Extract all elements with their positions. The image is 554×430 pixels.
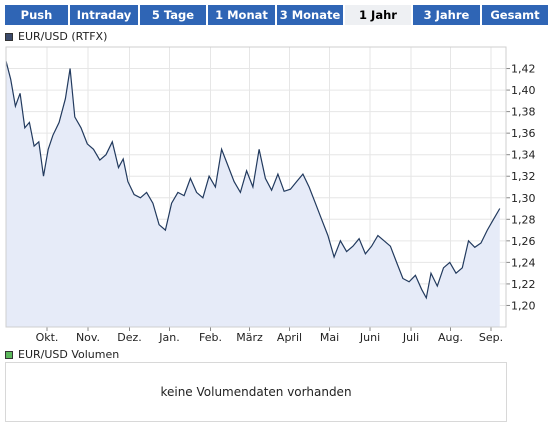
y-tick-label: 1,24 [511,256,536,269]
y-tick-label: 1,22 [511,278,536,291]
x-tick-label: Aug. [438,331,463,344]
y-tick-label: 1,30 [511,192,536,205]
tab-gesamt[interactable]: Gesamt [482,5,549,25]
price-legend-swatch-icon [5,32,13,41]
series-line [5,60,501,300]
volume-empty-message: keine Volumendaten vorhanden [160,385,352,399]
x-tick-label: Sep. [479,331,503,344]
volume-legend: EUR/USD Volumen [5,348,119,361]
x-tick-label: Nov. [76,331,100,344]
x-tick-label: April [277,331,302,344]
x-tick-label: März [236,331,263,344]
y-tick-label: 1,20 [511,299,536,312]
y-tick-label: 1,28 [511,213,536,226]
price-legend: EUR/USD (RTFX) [5,30,107,43]
tab-3-jahre[interactable]: 3 Jahre [413,5,481,25]
tab-intraday[interactable]: Intraday [70,5,139,25]
y-tick-label: 1,26 [511,235,536,248]
volume-panel: keine Volumendaten vorhanden [5,362,507,422]
x-tick-label: Jan. [158,331,179,344]
y-tick-label: 1,42 [511,63,536,76]
volume-legend-swatch-icon [5,350,13,359]
x-tick-label: Mai [320,331,339,344]
tab-3-monate[interactable]: 3 Monate [277,5,344,25]
price-chart: 1,20 1,22 1,24 1,26 1,28 1,30 1,32 1,34 1,36 1,38… [5,46,536,344]
y-tick-label: 1,38 [511,106,536,119]
x-tick-label: Dez. [117,331,142,344]
y-tick-label: 1,34 [511,149,536,162]
plot-frame [5,46,507,328]
y-tick-label: 1,32 [511,170,536,183]
x-tick-label: Okt. [36,331,59,344]
series-area [6,61,500,327]
y-tick-label: 1,40 [511,84,536,97]
x-tick-label: Juni [359,331,380,344]
period-tab-bar: Push Intraday 5 Tage 1 Monat 3 Monate 1 … [0,0,554,26]
x-tick-label: Feb. [199,331,222,344]
price-legend-label: EUR/USD (RTFX) [18,30,108,43]
volume-legend-label: EUR/USD Volumen [18,348,120,361]
tab-1-jahr[interactable]: 1 Jahr [345,5,412,25]
tab-1-monat[interactable]: 1 Monat [208,5,276,25]
y-tick-label: 1,36 [511,127,536,140]
tab-push[interactable]: Push [5,5,69,25]
x-tick-label: Juli [402,331,419,344]
tab-5-tage[interactable]: 5 Tage [140,5,207,25]
